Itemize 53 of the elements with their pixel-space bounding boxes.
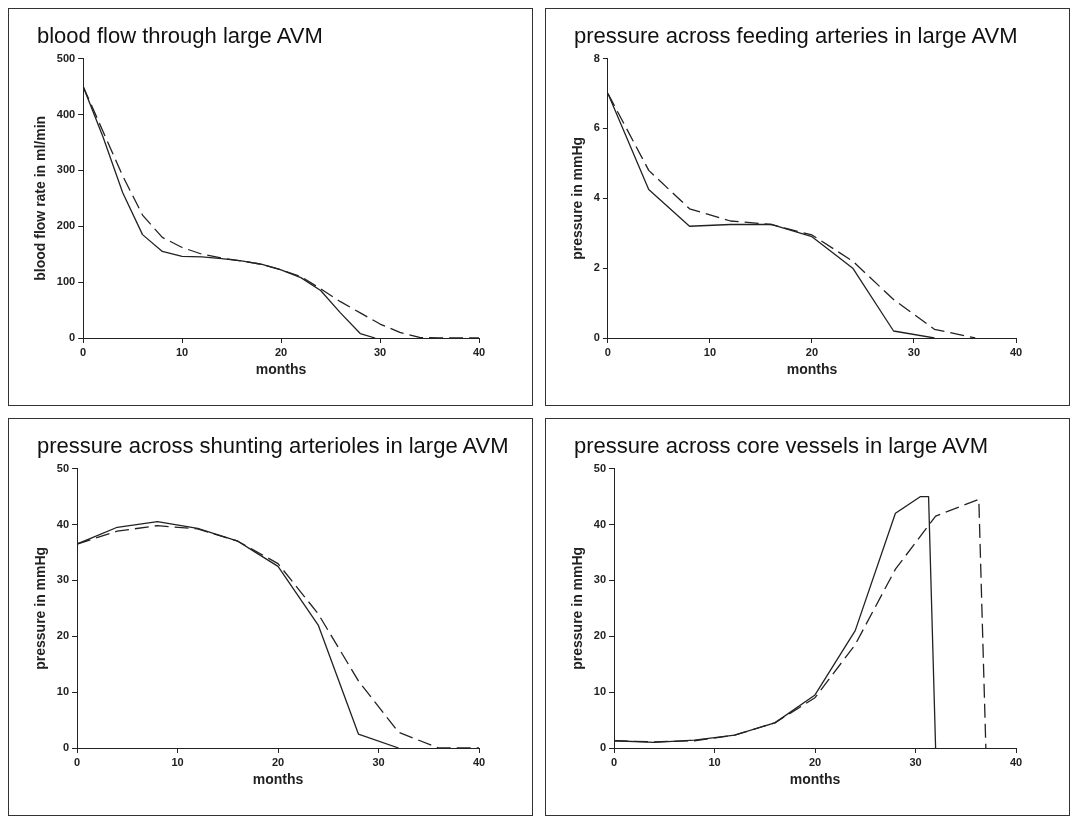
y-tick-label: 0	[599, 741, 607, 754]
y-tick-label: 50	[56, 461, 70, 474]
y-tick-label: 0	[593, 331, 600, 344]
y-tick-label: 6	[593, 121, 600, 134]
y-tick-label: 200	[56, 219, 76, 232]
x-axis-title: months	[789, 771, 841, 788]
x-axis-title: months	[255, 361, 307, 378]
y-tick-label: 40	[593, 517, 607, 530]
x-axis-title: months	[786, 361, 838, 378]
x-tick-label: 10	[175, 345, 189, 358]
y-tick-label: 4	[593, 191, 601, 204]
x-tick-label: 30	[373, 345, 387, 358]
y-tick-label: 30	[56, 573, 70, 586]
y-tick-label: 0	[62, 741, 70, 754]
x-tick-label: 30	[909, 755, 922, 768]
x-tick-label: 10	[708, 755, 721, 768]
y-tick-label: 400	[56, 107, 76, 120]
y-tick-label: 30	[593, 573, 607, 586]
y-tick-label: 40	[56, 517, 70, 530]
y-tick-label: 20	[56, 629, 70, 642]
y-tick-label: 500	[56, 51, 76, 64]
x-tick-label: 20	[805, 345, 819, 358]
x-tick-label: 20	[274, 345, 288, 358]
x-tick-label: 40	[472, 755, 486, 768]
y-axis-title: pressure in mmHg	[569, 546, 586, 670]
y-axis-title: pressure in mmHg	[32, 546, 49, 670]
x-axis-title: months	[252, 771, 304, 788]
chart-title: pressure across feeding arteries in large AVM	[573, 22, 1019, 49]
y-axis-title: pressure in mmHg	[569, 136, 586, 260]
y-tick-label: 100	[56, 275, 76, 288]
y-tick-label: 0	[69, 331, 76, 344]
x-tick-label: 40	[1009, 755, 1023, 768]
x-tick-label: 10	[703, 345, 717, 358]
x-tick-label: 20	[271, 755, 285, 768]
x-tick-label: 20	[808, 755, 822, 768]
x-tick-label: 40	[1009, 345, 1023, 358]
chart-title: blood flow through large AVM	[36, 22, 324, 49]
y-axis-title: blood flow rate in ml/min	[32, 115, 49, 281]
y-tick-label: 50	[593, 461, 607, 474]
x-tick-label: 10	[171, 755, 184, 768]
y-tick-label: 10	[56, 685, 70, 698]
y-tick-label: 300	[56, 163, 76, 176]
y-tick-label: 20	[593, 629, 607, 642]
y-tick-label: 8	[593, 51, 600, 64]
x-tick-label: 30	[372, 755, 385, 768]
y-tick-label: 10	[593, 685, 607, 698]
x-tick-label: 0	[80, 345, 87, 358]
x-tick-label: 30	[907, 345, 921, 358]
x-tick-label: 0	[610, 755, 618, 768]
chart-title: pressure across core vessels in large AVM	[573, 432, 990, 459]
x-tick-label: 40	[472, 345, 486, 358]
chart-title: pressure across shunting arterioles in large AVM	[36, 432, 510, 459]
y-tick-label: 2	[593, 261, 600, 274]
